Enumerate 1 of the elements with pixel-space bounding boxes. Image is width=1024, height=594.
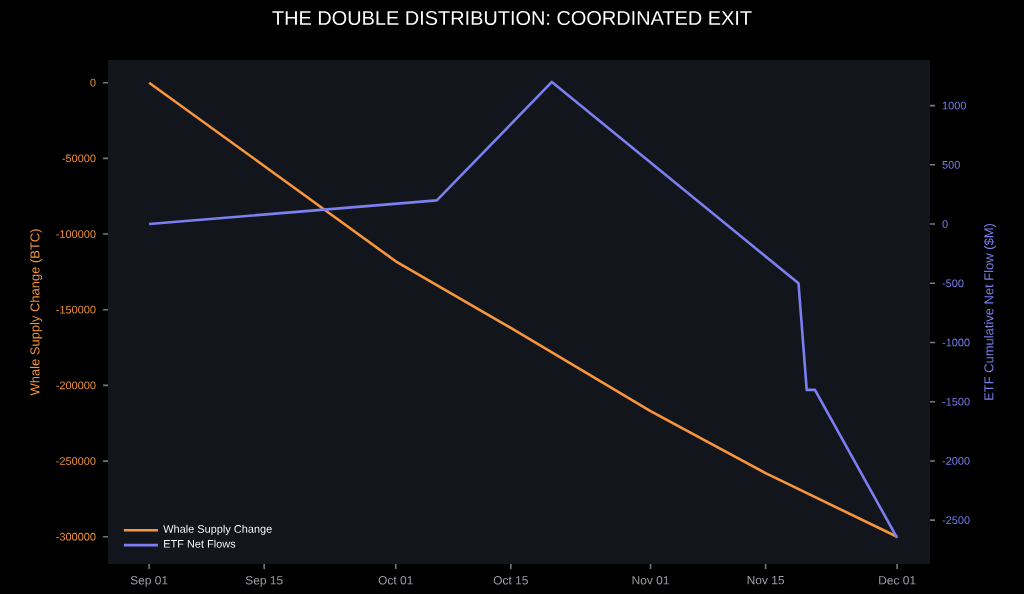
- chart-title: THE DOUBLE DISTRIBUTION: COORDINATED EXIT: [272, 10, 752, 26]
